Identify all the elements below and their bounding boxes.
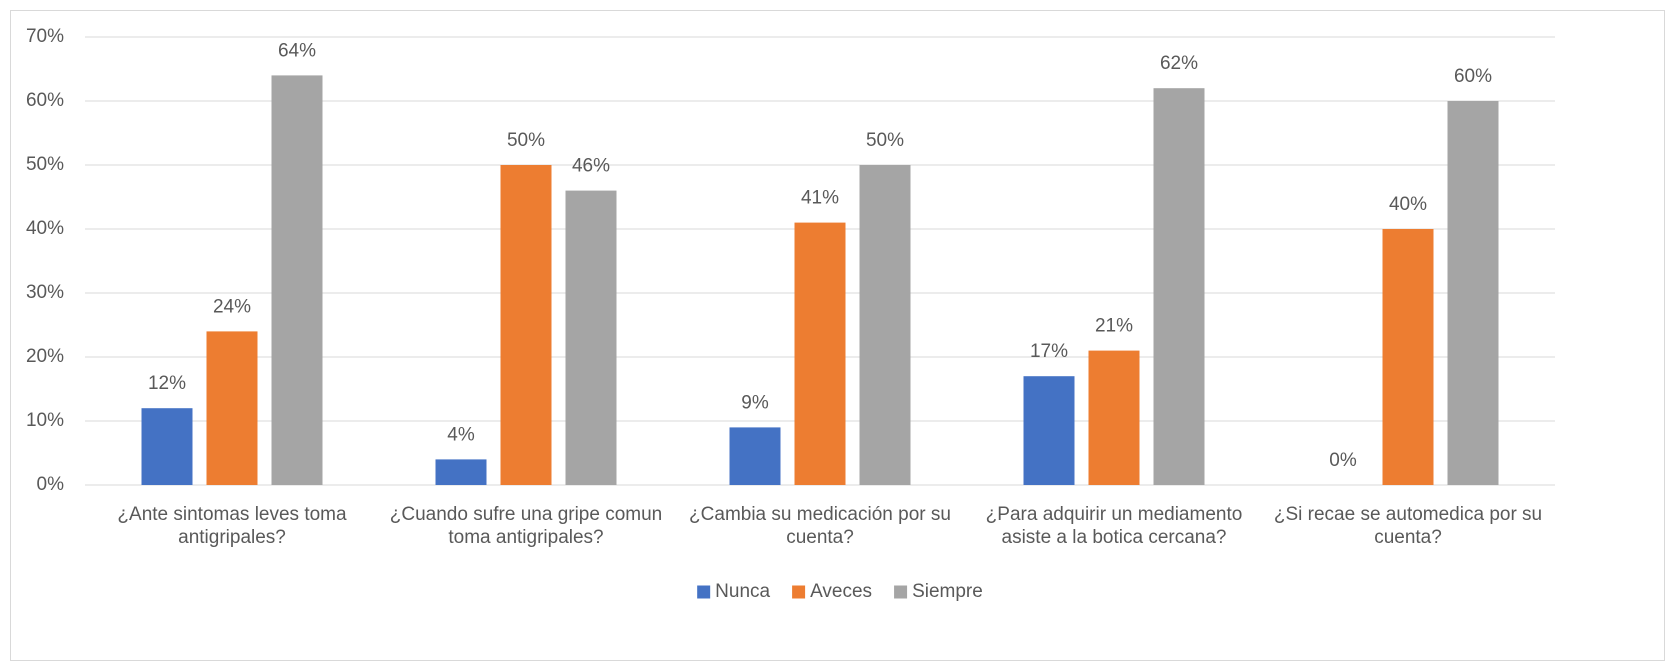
legend-label: Siempre — [912, 581, 983, 602]
legend-label: Nunca — [715, 581, 770, 602]
bar — [435, 459, 487, 485]
y-tick-label: 70% — [26, 26, 64, 47]
legend-swatch — [792, 585, 806, 599]
data-label: 50% — [866, 130, 904, 151]
bar — [1088, 350, 1140, 485]
bar — [794, 222, 846, 485]
data-label: 50% — [507, 130, 545, 151]
y-tick-label: 50% — [26, 154, 64, 175]
x-tick-label: ¿Ante sintomas leves toma antigripales? — [117, 504, 347, 548]
y-tick-label: 0% — [37, 474, 65, 495]
legend-swatch — [697, 585, 711, 599]
bar — [1153, 88, 1205, 485]
legend-swatch — [894, 585, 908, 599]
bar — [141, 408, 193, 485]
x-tick-label: ¿Si recae se automedica por su cuenta? — [1273, 504, 1543, 548]
bar — [1447, 101, 1499, 485]
bar — [206, 331, 258, 485]
data-label: 12% — [148, 373, 186, 394]
y-tick-label: 10% — [26, 410, 64, 431]
y-tick-label: 60% — [26, 90, 64, 111]
data-label: 46% — [572, 156, 610, 177]
x-tick-label: ¿Cambia su medicación por su cuenta? — [689, 504, 951, 548]
data-label: 9% — [741, 392, 769, 413]
bar — [1023, 376, 1075, 485]
data-label: 60% — [1454, 66, 1492, 87]
bar — [271, 75, 323, 486]
data-label: 64% — [278, 40, 316, 61]
bar — [500, 165, 552, 485]
x-tick-label: ¿Para adquirir un mediamento asiste a la… — [985, 504, 1243, 548]
data-label: 17% — [1030, 341, 1068, 362]
bar — [729, 427, 781, 485]
legend-label: Aveces — [810, 581, 872, 602]
data-label: 0% — [1329, 450, 1357, 471]
bar — [1382, 229, 1434, 485]
bar — [565, 190, 617, 485]
chart-frame — [10, 10, 1665, 661]
data-label: 62% — [1160, 53, 1198, 74]
y-tick-label: 40% — [26, 218, 64, 239]
data-label: 21% — [1095, 316, 1133, 337]
bar — [859, 165, 911, 485]
data-label: 40% — [1389, 194, 1427, 215]
data-label: 4% — [447, 424, 475, 445]
data-label: 24% — [213, 296, 251, 317]
y-tick-label: 30% — [26, 282, 64, 303]
y-tick-label: 20% — [26, 346, 64, 367]
x-tick-label: ¿Cuando sufre una gripe comun toma antig… — [389, 504, 663, 548]
data-label: 41% — [801, 188, 839, 209]
